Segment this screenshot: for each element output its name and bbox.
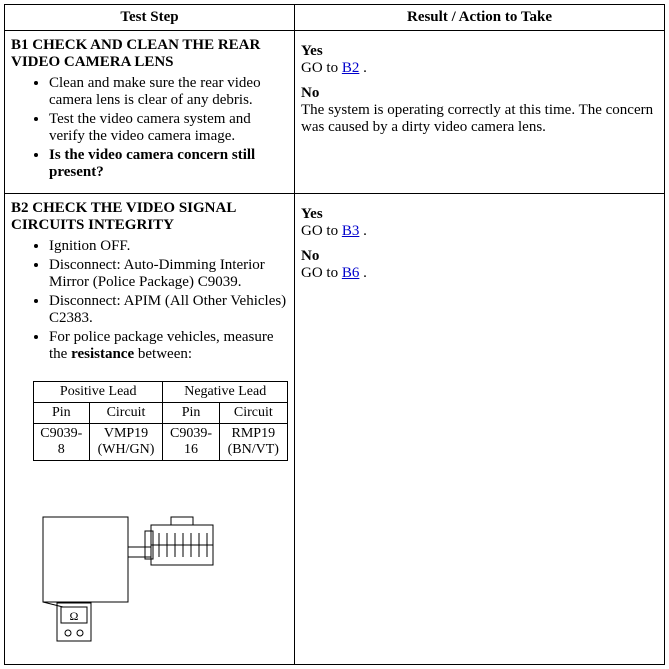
b1-bullet-question: Is the video camera concern still presen… [49, 147, 288, 181]
b2-bullet-2: Disconnect: Auto-Dimming Interior Mirror… [49, 257, 288, 291]
b2-bullet-3: Disconnect: APIM (All Other Vehicles) C2… [49, 293, 288, 327]
leads-pos-pin-h: Pin [34, 403, 90, 424]
b2-no-block: No GO to B6 . [301, 248, 658, 282]
leads-neg-pin: C9039-16 [163, 424, 219, 461]
diagnostic-table: Test Step Result / Action to Take B1 CHE… [4, 4, 665, 665]
leads-neg-pin-h: Pin [163, 403, 219, 424]
leads-pos-circ-h: Circuit [89, 403, 163, 424]
b1-bullets: Clean and make sure the rear video camer… [11, 75, 288, 181]
b1-title: B1 CHECK AND CLEAN THE REAR VIDEO CAMERA… [11, 37, 288, 71]
leads-pos-pin: C9039-8 [34, 424, 90, 461]
b1-yes-block: Yes GO to B2 . [301, 43, 658, 77]
header-result: Result / Action to Take [295, 5, 665, 31]
b2-yes-block: Yes GO to B3 . [301, 206, 658, 240]
b1-no-label: No [301, 85, 658, 102]
b1-bullet-1: Clean and make sure the rear video camer… [49, 75, 288, 109]
b1-no-block: No The system is operating correctly at … [301, 85, 658, 136]
leads-neg-circ-h: Circuit [219, 403, 287, 424]
leads-neg-circ: RMP19 (BN/VT) [219, 424, 287, 461]
b2-title: B2 CHECK THE VIDEO SIGNAL CIRCUITS INTEG… [11, 200, 288, 234]
leads-neg-header: Negative Lead [163, 382, 288, 403]
b2-bullet-resistance: For police package vehicles, measure the… [49, 329, 288, 363]
b1-yes-link[interactable]: B2 [342, 60, 360, 76]
b2-no-link[interactable]: B6 [342, 265, 360, 281]
leads-pos-header: Positive Lead [34, 382, 163, 403]
header-test-step: Test Step [5, 5, 295, 31]
b2-yes-label: Yes [301, 206, 658, 223]
row-b2: B2 CHECK THE VIDEO SIGNAL CIRCUITS INTEG… [5, 194, 665, 665]
b2-no-action: GO to B6 . [301, 265, 658, 282]
b1-yes-label: Yes [301, 43, 658, 60]
svg-text:Ω: Ω [70, 609, 79, 623]
leads-table: Positive Lead Negative Lead Pin Circuit … [33, 381, 288, 461]
b2-bullet-1: Ignition OFF. [49, 238, 288, 255]
connector-diagram-icon: Ω [33, 507, 223, 647]
b1-bullet-2: Test the video camera system and verify … [49, 111, 288, 145]
b1-yes-action: GO to B2 . [301, 60, 658, 77]
b2-no-label: No [301, 248, 658, 265]
leads-pos-circ: VMP19 (WH/GN) [89, 424, 163, 461]
b1-no-text: The system is operating correctly at thi… [301, 102, 658, 136]
b2-yes-action: GO to B3 . [301, 223, 658, 240]
b2-bullets: Ignition OFF. Disconnect: Auto-Dimming I… [11, 238, 288, 363]
row-b1: B1 CHECK AND CLEAN THE REAR VIDEO CAMERA… [5, 31, 665, 194]
b2-yes-link[interactable]: B3 [342, 223, 360, 239]
